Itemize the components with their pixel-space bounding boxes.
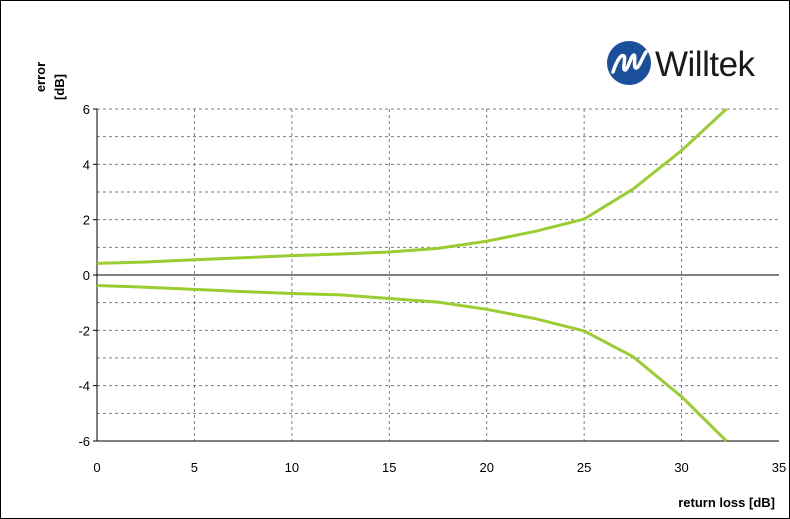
series-line-0: [96, 107, 728, 265]
series-line-1: [96, 284, 728, 443]
y-tick-label: -2: [78, 323, 90, 338]
x-tick-label: 0: [93, 460, 100, 475]
y-tick-label: 2: [83, 213, 90, 228]
axes: [93, 108, 779, 442]
y-tick-label: 6: [83, 102, 90, 117]
y-axis-title-line2: [dB]: [52, 74, 67, 100]
willtek-logo-text: Willtek: [655, 45, 755, 84]
x-tick-label: 10: [285, 460, 299, 475]
x-tick-label: 35: [772, 460, 786, 475]
tick-labels: -6 -4 -2 0 2 4 6 0 5 10 15 20 25 30 35: [78, 102, 786, 475]
x-tick-label: 15: [382, 460, 396, 475]
grid-lines: [97, 108, 779, 441]
willtek-logo: Willtek: [605, 39, 783, 95]
y-tick-label: -6: [78, 434, 90, 449]
x-tick-label: 30: [674, 460, 688, 475]
x-axis-title: return loss [dB]: [678, 495, 775, 510]
x-tick-label: 25: [577, 460, 591, 475]
y-tick-label: 4: [83, 157, 90, 172]
y-tick-label: 0: [83, 268, 90, 283]
y-axis-title-line1: error: [33, 62, 48, 92]
willtek-logo-icon: [607, 41, 651, 85]
x-tick-label: 20: [479, 460, 493, 475]
series-lines: [96, 107, 728, 443]
y-tick-label: -4: [78, 379, 90, 394]
x-tick-label: 5: [191, 460, 198, 475]
